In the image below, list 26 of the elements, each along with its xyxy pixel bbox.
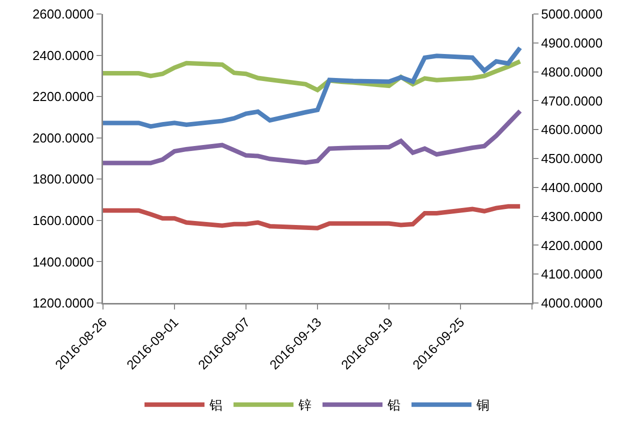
y2-tick-label: 4900.0000 — [541, 35, 603, 50]
y-tick-label: 1800.0000 — [32, 172, 94, 187]
y2-tick-label: 4300.0000 — [541, 208, 603, 224]
line-series — [103, 46, 522, 129]
y-tick-label: 1400.0000 — [32, 254, 94, 270]
y-tick-label: 2200.0000 — [32, 89, 94, 104]
legend-label: 锌 — [298, 398, 312, 413]
line-series — [103, 108, 522, 166]
y2-tick-label: 4500.0000 — [541, 151, 603, 166]
y-tick-label: 1600.0000 — [32, 212, 94, 228]
y2-tick-label: 5000.0000 — [541, 6, 603, 22]
y-tick-label: 1200.0000 — [32, 296, 94, 311]
y2-tick-label: 4800.0000 — [541, 64, 603, 80]
legend-label: 铝 — [208, 398, 222, 413]
legend-label: 铜 — [476, 398, 490, 413]
line-series — [103, 204, 522, 230]
y-tick-label: 2400.0000 — [32, 48, 94, 63]
y2-tick-label: 4600.0000 — [541, 122, 603, 138]
y2-tick-label: 4100.0000 — [541, 266, 603, 282]
y2-tick-label: 4000.0000 — [541, 296, 603, 311]
y2-tick-label: 4400.0000 — [541, 180, 603, 195]
y-tick-label: 2600.0000 — [32, 6, 94, 22]
y-tick-label: 2000.0000 — [32, 130, 94, 146]
y2-tick-label: 4700.0000 — [541, 93, 603, 108]
y2-tick-label: 4200.0000 — [541, 238, 603, 253]
legend-label: 铅 — [386, 398, 400, 413]
